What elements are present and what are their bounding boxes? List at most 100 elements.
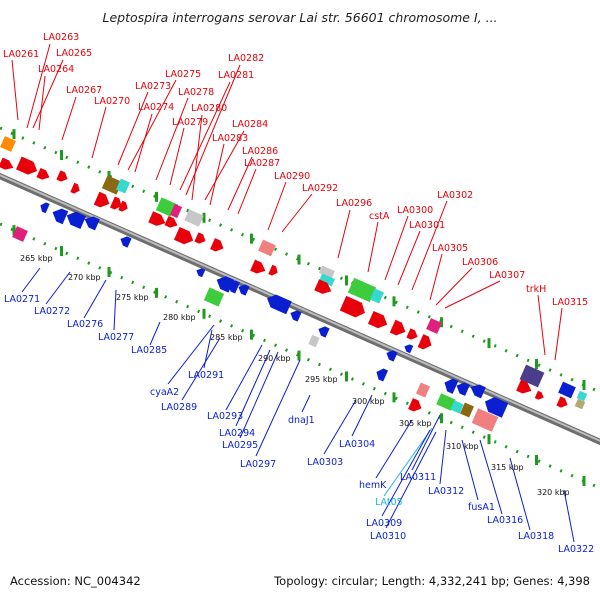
gene-label[interactable]: LA0296: [336, 198, 372, 209]
gene-label[interactable]: LA0272: [34, 306, 70, 317]
leader-line: [397, 230, 421, 286]
gene-label[interactable]: LA0303: [307, 457, 343, 468]
gene-feature: [318, 326, 330, 338]
gene-label[interactable]: LA0285: [131, 345, 167, 356]
gene-label[interactable]: LA0316: [487, 515, 523, 526]
leader-line: [554, 307, 563, 361]
gene-label[interactable]: LA0264: [38, 64, 74, 75]
gene-label[interactable]: LA0279: [172, 117, 208, 128]
gene-feature: [406, 328, 418, 340]
leader-line: [301, 394, 311, 413]
gene-label[interactable]: LA0289: [161, 402, 197, 413]
leader-line: [323, 399, 357, 455]
gene-label[interactable]: LA0307: [489, 270, 525, 281]
gene-feature: [56, 170, 68, 182]
scale-label: 300 kbp: [352, 397, 385, 406]
gene-box: [576, 390, 588, 402]
gene-feature: [70, 182, 80, 194]
gene-label[interactable]: LA0318: [518, 531, 554, 542]
gene-label[interactable]: LA0282: [228, 53, 264, 64]
gene-feature: [558, 381, 576, 399]
gene-label[interactable]: LA0265: [56, 48, 92, 59]
gene-feature: [267, 294, 292, 315]
gene-feature: [314, 279, 332, 294]
gene-label[interactable]: LA0291: [188, 370, 224, 381]
leader-line: [429, 253, 443, 301]
gene-arrow-forward: [16, 156, 38, 175]
gene-feature: [516, 379, 532, 394]
gene-label[interactable]: hemK: [359, 480, 387, 491]
gene-feature: [436, 393, 456, 411]
gene-label[interactable]: dnaJ1: [288, 415, 315, 426]
gene-feature: [164, 215, 178, 228]
gene-feature: [115, 178, 131, 194]
gene-label[interactable]: LA0275: [165, 69, 201, 80]
gene-feature: [318, 265, 336, 279]
gene-feature: [426, 318, 442, 334]
gene-label[interactable]: LA0287: [244, 158, 280, 169]
gene-box: [450, 400, 464, 414]
leader-line: [191, 114, 203, 201]
gene-label[interactable]: LA0315: [552, 297, 588, 308]
gene-box: [203, 287, 225, 307]
gene-label[interactable]: LA0284: [232, 119, 268, 130]
gene-label[interactable]: LA0300: [397, 205, 433, 216]
gene-label[interactable]: LA0276: [67, 319, 103, 330]
gene-label[interactable]: LA0274: [138, 102, 174, 113]
gene-feature: [0, 157, 14, 170]
leader-line: [185, 64, 241, 196]
gene-label[interactable]: LA0271: [4, 294, 40, 305]
gene-feature: [52, 208, 69, 225]
gene-feature: [194, 232, 206, 244]
gene-label[interactable]: cstA: [369, 211, 390, 222]
gene-label[interactable]: LA0310: [370, 531, 406, 542]
gene-label[interactable]: LA0263: [43, 32, 79, 43]
gene-label[interactable]: LA0267: [66, 85, 102, 96]
gene-feature: [318, 273, 336, 287]
gene-label[interactable]: LA0277: [98, 332, 134, 343]
gene-label[interactable]: LA0294: [219, 428, 255, 439]
gene-label[interactable]: LA0322: [558, 544, 594, 555]
gene-label[interactable]: LA0280: [191, 103, 227, 114]
gene-label[interactable]: fusA1: [468, 502, 495, 513]
gene-label[interactable]: LA0306: [462, 257, 498, 268]
gene-box: [459, 402, 475, 418]
gene-label[interactable]: LA0293: [207, 411, 243, 422]
gene-feature: [408, 398, 422, 412]
leader-line: [117, 91, 149, 166]
gene-label[interactable]: LA0295: [222, 440, 258, 451]
scale-label: 305 kbp: [399, 419, 432, 428]
gene-label[interactable]: LA0290: [274, 171, 310, 182]
scale-label: 320 kbp: [537, 488, 570, 497]
gene-label[interactable]: LA0273: [135, 81, 171, 92]
gene-label[interactable]: LA0297: [240, 459, 276, 470]
gene-label[interactable]: LA0286: [242, 146, 278, 157]
gene-arrow-reverse: [66, 211, 87, 230]
gene-label[interactable]: LA0281: [218, 70, 254, 81]
gene-label[interactable]: LA0312: [428, 486, 464, 497]
reverse-strand-guide: [0, 222, 600, 490]
gene-arrow-reverse: [386, 350, 398, 362]
gene-label[interactable]: LA0305: [432, 243, 468, 254]
leader-line: [32, 59, 64, 129]
accession-text: Accession: NC_004342: [10, 574, 141, 588]
gene-label[interactable]: LA0278: [178, 87, 214, 98]
gene-label[interactable]: LA0261: [3, 49, 39, 60]
gene-label[interactable]: trkH: [526, 284, 546, 295]
leader-line: [204, 130, 245, 201]
gene-feature: [471, 408, 499, 432]
gene-label[interactable]: LA0304: [339, 439, 375, 450]
gene-label[interactable]: LA0283: [212, 133, 248, 144]
leader-line: [375, 419, 413, 479]
leader-line: [21, 267, 41, 293]
gene-label[interactable]: LA0301: [409, 220, 445, 231]
gene-label[interactable]: LA0292: [302, 183, 338, 194]
gene-label[interactable]: LAt05: [375, 497, 403, 508]
gene-label[interactable]: cyaA2: [150, 387, 179, 398]
gene-arrow-reverse: [318, 326, 330, 338]
gene-label[interactable]: LA0309: [366, 518, 402, 529]
leader-line: [239, 351, 279, 439]
gene-label[interactable]: LA0302: [437, 190, 473, 201]
gene-label[interactable]: LA0311: [400, 472, 436, 483]
gene-label[interactable]: LA0270: [94, 96, 130, 107]
